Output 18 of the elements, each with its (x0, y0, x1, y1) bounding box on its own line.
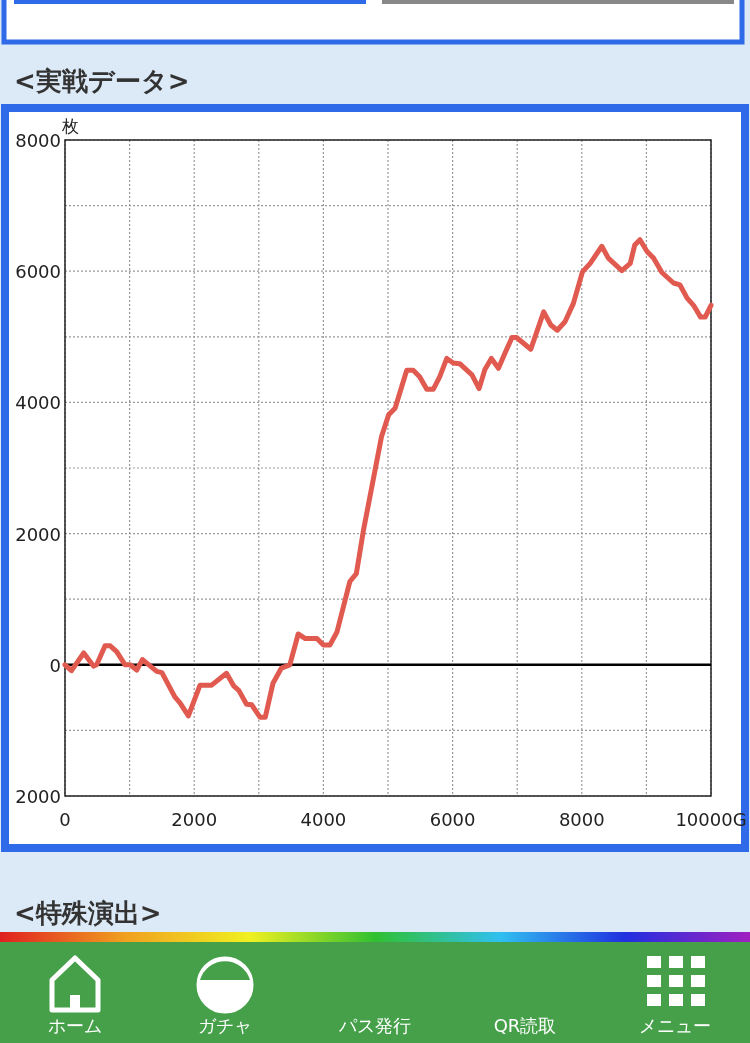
text: メニュー (639, 1015, 711, 1036)
y-tick-label: 2000 (15, 523, 61, 545)
text: ホーム (48, 1015, 102, 1036)
text: ガチャ (198, 1015, 252, 1036)
y-tick-label: 2000 (15, 786, 61, 807)
text: QR読取 (493, 1015, 557, 1036)
x-tick-label: 4000 (300, 809, 347, 830)
y-tick-label: 4000 (15, 392, 61, 414)
text: <特殊演出> (14, 898, 162, 928)
y-tick-label: 0 (49, 654, 61, 676)
x-tick-label: 6000 (429, 809, 476, 830)
y-tick-label: 6000 (15, 261, 61, 283)
y-tick-label: 8000 (15, 130, 61, 151)
text: パス発行 (338, 1015, 411, 1036)
chart-title: <実戦データ> (14, 66, 190, 96)
x-tick-label: 8000 (558, 809, 605, 830)
y-axis-title: 枚 (61, 116, 79, 136)
x-tick-label: 2000 (171, 809, 218, 830)
